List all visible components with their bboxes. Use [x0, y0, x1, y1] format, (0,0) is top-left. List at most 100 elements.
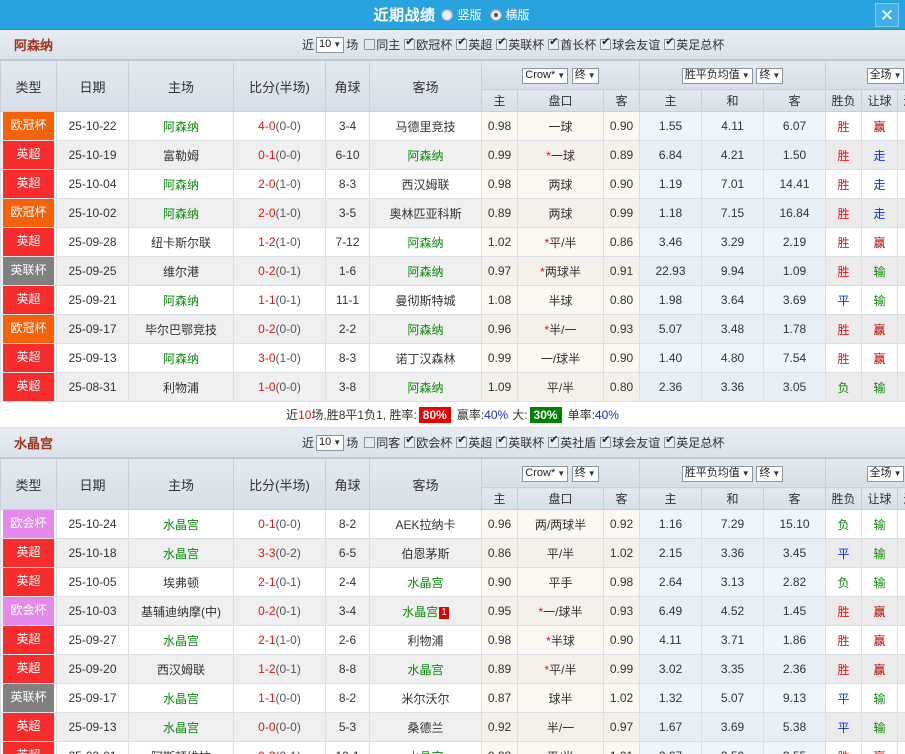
cell-away-team[interactable]: 伯恩茅斯 [369, 538, 482, 568]
table-row[interactable]: 英超25-09-01阿斯顿维拉0-3(0-1)10-1水晶宫0.88平/半1.0… [0, 741, 905, 754]
competition-filter-1[interactable]: 欧冠杯 [400, 36, 452, 53]
table-row[interactable]: 英超 25-09-13 水晶宫 0-0(0-0) 5-3 桑德兰 0.92 半/一 0.97 1.… [0, 712, 905, 742]
cell-home-team[interactable]: 水晶宫 [128, 712, 234, 742]
competition-filter-5[interactable]: 球会友谊 [596, 434, 660, 451]
cell-away-team[interactable]: 水晶宫 [369, 567, 482, 597]
table-row[interactable]: 欧冠杯 25-09-17 毕尔巴鄂竞技 0-2(0-0) 2-2 阿森纳 0.96 *半/一 0… [0, 314, 905, 344]
cell-home-team[interactable]: 西汉姆联 [128, 654, 234, 684]
cell-home-team[interactable]: 基辅迪纳摩(中) [128, 596, 234, 626]
cell-away-team[interactable]: 马德里竞技 [369, 111, 482, 141]
checkbox-icon[interactable] [664, 435, 676, 448]
table-row[interactable]: 英超 25-10-05 埃弗顿 2-1(0-1) 2-4 水晶宫 0.90 平手 0.98 2.6… [0, 567, 905, 597]
same-venue-filter[interactable]: 同客 [360, 434, 400, 451]
handicap-period-select[interactable]: 终 ▼ [571, 67, 599, 84]
odds-group-select[interactable]: 胜平负均值 ▼ [681, 67, 753, 84]
cell-away-team[interactable]: 曼彻斯特城 [369, 285, 482, 315]
checkbox-icon[interactable] [456, 37, 468, 50]
cell-home-team[interactable]: 阿森纳 [128, 198, 234, 228]
table-row[interactable]: 英超 25-09-20 西汉姆联 1-2(0-1) 8-8 水晶宫 0.89 *平/半 0.99… [0, 654, 905, 684]
competition-filter-5[interactable]: 球会友谊 [596, 36, 660, 53]
cell-away-team[interactable]: 水晶宫 1 [369, 596, 482, 626]
match-count-select[interactable]: 10 ▼ [316, 434, 345, 451]
competition-filter-1[interactable]: 欧会杯 [400, 434, 452, 451]
cell-home-team[interactable]: 埃弗顿 [128, 567, 234, 597]
cell-home-team[interactable]: 水晶宫 [128, 625, 234, 655]
checkbox-icon[interactable] [404, 37, 416, 50]
cell-home-team[interactable]: 水晶宫 [128, 683, 234, 713]
odds-period-select[interactable]: 终 ▼ [756, 67, 784, 84]
checkbox-icon[interactable] [548, 37, 560, 50]
cell-home-team[interactable]: 阿斯顿维拉 [128, 741, 234, 754]
cell-home-team[interactable]: 利物浦 [128, 372, 234, 402]
cell-away-team[interactable]: 阿森纳 [369, 256, 482, 286]
table-row[interactable]: 英超 25-09-27 水晶宫 2-1(1-0) 2-6 利物浦 0.98 *半球 0.90 4.… [0, 625, 905, 655]
table-row[interactable]: 英超 25-08-31 利物浦 1-0(0-0) 3-8 阿森纳 1.09 平/半 0.80 2.… [0, 372, 905, 402]
competition-filter-6[interactable]: 英足总杯 [660, 434, 724, 451]
cell-home-team[interactable]: 阿森纳 [128, 169, 234, 199]
handicap-company-select[interactable]: Crow* ▼ [522, 67, 569, 84]
table-row[interactable]: 英联杯 25-09-25 维尔港 0-2(0-1) 1-6 阿森纳 0.97 *两球半 0.91… [0, 256, 905, 286]
cell-home-team[interactable]: 纽卡斯尔联 [128, 227, 234, 257]
checkbox-icon[interactable] [364, 437, 376, 448]
cell-away-team[interactable]: 米尔沃尔 [369, 683, 482, 713]
cell-away-team[interactable]: 阿森纳 [369, 372, 482, 402]
cell-home-team[interactable]: 水晶宫 [128, 538, 234, 568]
checkbox-icon[interactable] [600, 37, 612, 50]
odds-period-select[interactable]: 终 ▼ [756, 465, 784, 482]
checkbox-icon[interactable] [404, 435, 416, 448]
radio-vertical[interactable] [441, 8, 454, 21]
cell-home-team[interactable]: 富勒姆 [128, 140, 234, 170]
cell-away-team[interactable]: 阿森纳 [369, 314, 482, 344]
checkbox-icon[interactable] [496, 37, 508, 50]
same-venue-filter[interactable]: 同主 [360, 36, 400, 53]
competition-filter-3[interactable]: 英联杯 [492, 36, 544, 53]
cell-away-team[interactable]: 阿森纳 [369, 227, 482, 257]
competition-filter-2[interactable]: 英超 [452, 434, 492, 451]
cell-home-team[interactable]: 维尔港 [128, 256, 234, 286]
cell-home-team[interactable]: 阿森纳 [128, 111, 234, 141]
cell-away-team[interactable]: 阿森纳 [369, 140, 482, 170]
close-icon[interactable]: ✕ [875, 3, 899, 27]
table-row[interactable]: 英超 25-10-18 水晶宫 3-3(0-2) 6-5 伯恩茅斯 0.86 平/半 1.02 2… [0, 538, 905, 568]
checkbox-icon[interactable] [456, 435, 468, 448]
table-row[interactable]: 欧冠杯 25-10-02 阿森纳 2-0(1-0) 3-5 奥林匹亚科斯 0.89 两球 0.9… [0, 198, 905, 228]
cell-away-team[interactable]: 桑德兰 [369, 712, 482, 742]
table-row[interactable]: 英超 25-09-28 纽卡斯尔联 1-2(1-0) 7-12 阿森纳 1.02 *平/半 0.… [0, 227, 905, 257]
cell-away-team[interactable]: 西汉姆联 [369, 169, 482, 199]
cell-home-team[interactable]: 水晶宫 [128, 509, 234, 539]
handicap-period-select[interactable]: 终 ▼ [571, 465, 599, 482]
venue-select[interactable]: 全场 ▼ [866, 67, 905, 84]
venue-select[interactable]: 全场 ▼ [866, 465, 905, 482]
competition-filter-4[interactable]: 酋长杯 [544, 36, 596, 53]
radio-horizontal[interactable] [489, 8, 502, 21]
cell-away-team[interactable]: AEK拉纳卡 [369, 509, 482, 539]
cell-home-team[interactable]: 阿森纳 [128, 285, 234, 315]
cell-away-team[interactable]: 诺丁汉森林 [369, 343, 482, 373]
match-count-select[interactable]: 10 ▼ [316, 36, 345, 53]
competition-filter-2[interactable]: 英超 [452, 36, 492, 53]
cell-home-team[interactable]: 阿森纳 [128, 343, 234, 373]
checkbox-icon[interactable] [664, 37, 676, 50]
cell-away-team[interactable]: 奥林匹亚科斯 [369, 198, 482, 228]
table-row[interactable]: 欧会杯 25-10-03 基辅迪纳摩(中) 0-2(0-1) 3-4 水晶宫 1 0.95 *一… [0, 596, 905, 626]
checkbox-icon[interactable] [496, 435, 508, 448]
cell-away-team[interactable]: 水晶宫 [369, 654, 482, 684]
table-row[interactable]: 英超 25-10-19 富勒姆 0-1(0-0) 6-10 阿森纳 0.99 *一球 0.89 6… [0, 140, 905, 170]
checkbox-icon[interactable] [364, 39, 376, 50]
checkbox-icon[interactable] [548, 435, 560, 448]
handicap-company-select[interactable]: Crow* ▼ [522, 465, 569, 482]
competition-filter-3[interactable]: 英联杯 [492, 434, 544, 451]
competition-filter-6[interactable]: 英足总杯 [660, 36, 724, 53]
table-row[interactable]: 英超 25-09-13 阿森纳 3-0(1-0) 8-3 诺丁汉森林 0.99 一/球半 0.9… [0, 343, 905, 373]
odds-group-select[interactable]: 胜平负均值 ▼ [681, 465, 753, 482]
cell-away-team[interactable]: 利物浦 [369, 625, 482, 655]
table-row[interactable]: 英联杯 25-09-17 水晶宫 1-1(0-0) 8-2 米尔沃尔 0.87 球半 1.02 1… [0, 683, 905, 713]
table-row[interactable]: 英超 25-09-21 阿森纳 1-1(0-1) 11-1 曼彻斯特城 1.08 半球 0.80… [0, 285, 905, 315]
table-row[interactable]: 英超 25-10-04 阿森纳 2-0(1-0) 8-3 西汉姆联 0.98 两球 0.90 1.… [0, 169, 905, 199]
cell-home-team[interactable]: 毕尔巴鄂竞技 [128, 314, 234, 344]
competition-filter-4[interactable]: 英社盾 [544, 434, 596, 451]
table-row[interactable]: 欧冠杯 25-10-22 阿森纳 4-0(0-0) 3-4 马德里竞技 0.98 一球 0.90… [0, 111, 905, 141]
cell-away-team[interactable]: 水晶宫 [369, 741, 482, 754]
table-row[interactable]: 欧会杯 25-10-24 水晶宫 0-1(0-0) 8-2 AEK拉纳卡 0.96 两/两球半… [0, 509, 905, 539]
checkbox-icon[interactable] [600, 435, 612, 448]
